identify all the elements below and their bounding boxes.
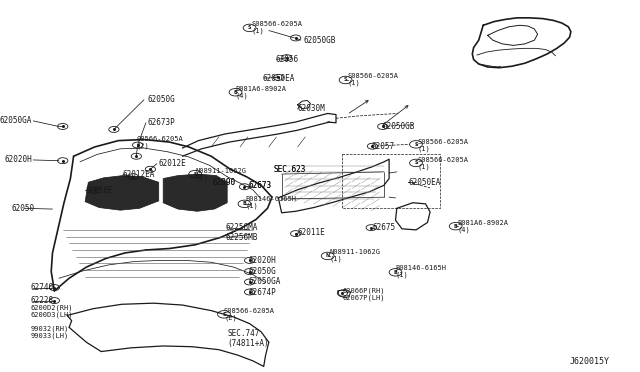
Text: 62673P: 62673P <box>147 118 175 127</box>
Text: B: B <box>234 90 237 95</box>
Text: J620015Y: J620015Y <box>570 357 610 366</box>
Text: 62090: 62090 <box>212 178 236 187</box>
Text: B: B <box>243 201 246 206</box>
Text: B08146-6165H
(1): B08146-6165H (1) <box>245 196 296 209</box>
Text: N: N <box>193 171 197 177</box>
Text: 99032(RH)
99033(LH): 99032(RH) 99033(LH) <box>31 326 69 339</box>
Text: S: S <box>414 142 418 147</box>
Text: 62256MA: 62256MA <box>225 223 258 232</box>
Text: 62020H: 62020H <box>4 155 32 164</box>
Text: N08911-1062G
(1): N08911-1062G (1) <box>195 168 246 180</box>
Text: 62030M: 62030M <box>298 105 325 113</box>
Text: 62050G: 62050G <box>248 267 276 276</box>
Text: 62012E: 62012E <box>159 159 186 168</box>
Polygon shape <box>163 174 227 211</box>
Text: 62050G: 62050G <box>147 95 175 104</box>
Text: 62050: 62050 <box>12 204 35 213</box>
Text: S: S <box>248 25 252 31</box>
Text: 62066P(RH)
62067P(LH): 62066P(RH) 62067P(LH) <box>342 287 385 301</box>
Text: S08566-6205A
(1): S08566-6205A (1) <box>348 74 399 86</box>
Text: 62050EA: 62050EA <box>408 178 441 187</box>
Text: 62057: 62057 <box>371 142 394 151</box>
Text: N: N <box>326 253 330 259</box>
Text: 62050E: 62050E <box>85 186 113 195</box>
Text: 62056: 62056 <box>275 55 298 64</box>
Text: 62673: 62673 <box>248 182 271 190</box>
Text: 62050GA: 62050GA <box>0 116 32 125</box>
Text: SEC.747
(74811+A): SEC.747 (74811+A) <box>227 329 269 348</box>
Text: S: S <box>222 312 226 317</box>
Text: 62020H: 62020H <box>248 256 276 265</box>
Polygon shape <box>85 176 159 210</box>
Text: 62050GB: 62050GB <box>383 122 415 131</box>
Text: 62050GA: 62050GA <box>248 278 281 286</box>
Text: 62011E: 62011E <box>298 228 325 237</box>
Text: SEC.623: SEC.623 <box>274 165 307 174</box>
Text: S: S <box>344 77 348 83</box>
Text: S08566-6205A
(1): S08566-6205A (1) <box>417 139 468 151</box>
Text: 62090: 62090 <box>212 178 236 187</box>
Text: N08911-1062G
(1): N08911-1062G (1) <box>330 250 381 262</box>
Text: S08566-6205A
(E): S08566-6205A (E) <box>224 308 275 321</box>
Text: 62050EA: 62050EA <box>262 74 295 83</box>
Text: 62740: 62740 <box>31 283 54 292</box>
Text: S: S <box>414 160 418 166</box>
Text: S08566-6205A
(1): S08566-6205A (1) <box>252 22 303 34</box>
Text: B: B <box>454 224 458 229</box>
Text: 62674P: 62674P <box>248 288 276 296</box>
Text: 6200D2(RH)
6200D3(LH): 6200D2(RH) 6200D3(LH) <box>31 305 73 318</box>
Text: B: B <box>394 270 397 275</box>
Text: 62012EA: 62012EA <box>123 170 156 179</box>
Text: S08566-6205A
(1): S08566-6205A (1) <box>417 157 468 170</box>
Text: 62673: 62673 <box>248 182 271 190</box>
Text: SEC.623: SEC.623 <box>274 165 307 174</box>
Text: 08566-6205A
(2): 08566-6205A (2) <box>136 136 183 149</box>
Text: B08146-6165H
(1): B08146-6165H (1) <box>396 265 447 278</box>
Text: 62675: 62675 <box>372 223 396 232</box>
Text: 62228: 62228 <box>31 296 54 305</box>
Text: B081A6-8902A
(4): B081A6-8902A (4) <box>458 220 509 232</box>
Text: B081A6-8902A
(4): B081A6-8902A (4) <box>236 86 287 99</box>
Text: 62050GB: 62050GB <box>304 36 337 45</box>
Text: 62256MB: 62256MB <box>225 233 258 242</box>
